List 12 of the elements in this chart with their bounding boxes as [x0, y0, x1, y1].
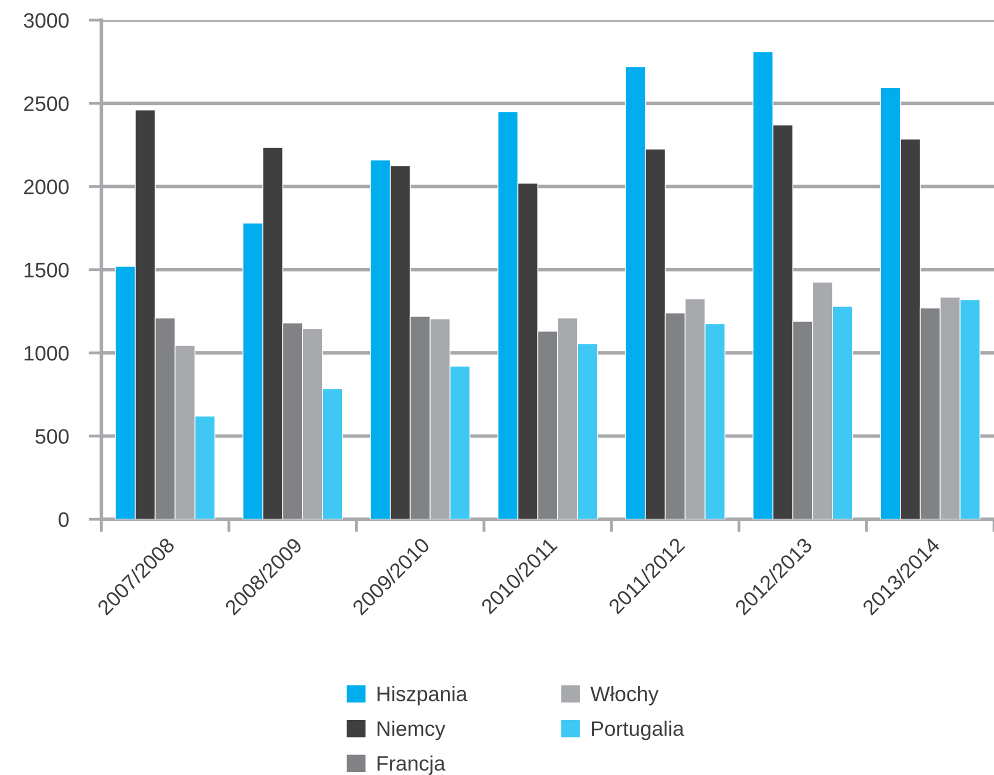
y-tick-label: 1000	[24, 346, 69, 361]
y-tick-label: 1500	[24, 262, 69, 278]
legend-label: Niemcy	[378, 720, 446, 740]
legend-label: Włochy	[590, 686, 659, 706]
legend-label: Hiszpania	[378, 686, 468, 706]
legend-label: Francja	[378, 755, 446, 775]
legend-label: Portugalia	[592, 720, 684, 740]
y-tick-label: 0	[58, 512, 69, 528]
y-tick-label: 2500	[24, 96, 69, 112]
y-tick-label: 2000	[24, 180, 69, 194]
y-tick-label: 3000	[24, 13, 69, 28]
y-tick-label: 500	[36, 429, 69, 444]
